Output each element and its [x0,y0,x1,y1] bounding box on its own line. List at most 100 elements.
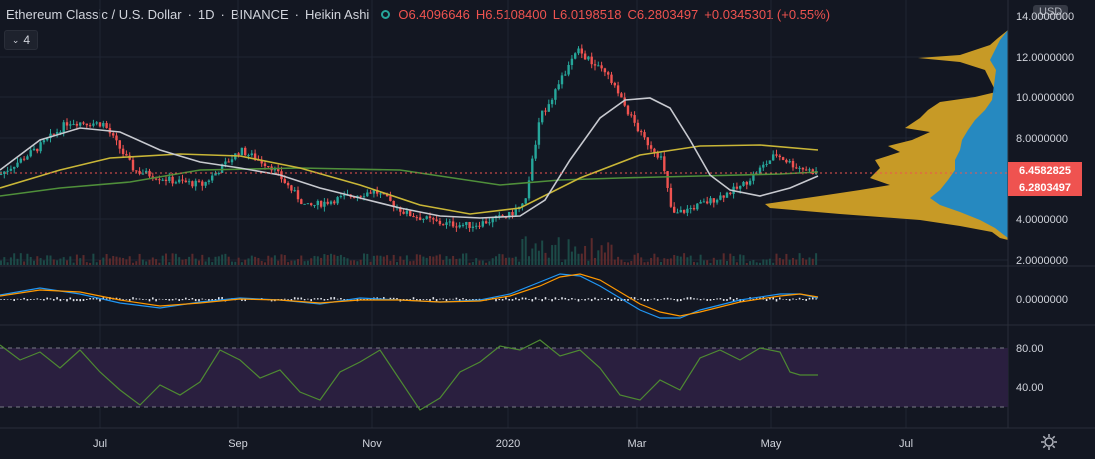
candle-body [729,192,732,194]
candle-body [488,222,491,224]
candle-body [778,155,781,158]
volume-bar [89,262,92,265]
candle-body [567,64,570,75]
macd-histogram-bar [10,299,12,300]
rsi-axis: 80.00 40.00 [1016,343,1044,394]
interval-label[interactable]: 1D [197,6,215,22]
macd-histogram-bar [716,298,718,300]
macd-histogram-bar [181,299,184,301]
volume-bar [16,258,19,265]
currency-badge[interactable]: USD [1033,5,1069,19]
candle-body [237,153,240,155]
macd-histogram-bar [693,298,695,300]
volume-bar [372,255,375,265]
volume-bar [673,254,676,265]
macd-histogram-bar [0,299,2,300]
candle-body [491,218,494,223]
macd-histogram-bar [29,299,32,300]
candle-body [13,166,16,169]
macd-histogram-bar [495,299,497,302]
volume-bar [102,257,105,265]
volume-bar [541,240,544,265]
macd-histogram-bar [128,299,131,301]
candle-body [597,65,600,67]
macd-histogram-bar [788,299,791,301]
candle-body [762,164,765,168]
macd-histogram-bar [135,298,138,300]
volume-bar [300,255,303,265]
indicator-count: 4 [23,33,31,47]
macd-histogram-bar [422,299,425,300]
volume-bar [148,259,151,265]
volume-bar [217,256,220,265]
candle-body [141,173,145,175]
candle-body [722,195,725,198]
volume-bar [772,262,775,265]
candle-body [72,123,75,125]
volume-bar [52,259,55,265]
chart-style-label[interactable]: Heikin Ashi [305,6,370,22]
macd-histogram-bar [300,297,303,300]
candle-body [498,215,501,217]
candle-body [795,167,798,169]
time-axis[interactable]: Jul Sep Nov 2020 Mar May Jul [93,438,913,450]
volume-bar [801,258,804,265]
macd-histogram-bar [132,297,134,300]
macd-histogram-bar [429,299,431,302]
volume-bar [478,260,481,265]
candle-body [409,210,412,217]
candle-body [745,181,748,185]
macd-histogram-bar [531,299,534,302]
macd-histogram-bar [680,299,682,302]
volume-bar [122,257,125,265]
macd-histogram-bar [577,299,580,302]
candle-body [194,180,197,187]
candle-body [610,74,613,83]
candle-body [125,154,128,156]
indicators-toggle-button[interactable]: ⌄ 4 [4,30,38,50]
volume-bar [168,262,171,265]
volume-bar [0,260,2,265]
ma-green-line [0,167,819,197]
symbol-name[interactable]: Ethereum Classic / U.S. Dollar [6,6,182,22]
macd-histogram-bar [138,298,141,300]
macd-line [0,273,819,319]
gear-icon[interactable] [1040,433,1058,451]
volume-bar [290,260,293,265]
macd-histogram-bar [647,299,649,302]
macd-histogram-bar [158,298,161,300]
macd-histogram-bar [779,297,781,300]
volume-bar [570,251,573,265]
volume-bar [735,262,738,265]
candle-body [630,114,633,116]
candle-body [418,217,422,220]
candle-body [174,182,178,184]
macd-histogram-bar [656,299,659,301]
volume-bar [442,260,445,265]
macd-histogram-bar [703,298,705,300]
price-tag-current: 6.2803497 [1008,179,1082,196]
volume-bar [346,258,349,265]
volume-bar [79,258,82,265]
candle-body [85,123,88,126]
price-axis[interactable]: 14.0000000 12.0000000 10.0000000 8.0000000 4… [1016,11,1074,267]
volume-bar [557,237,560,265]
volume-bar [425,257,428,265]
candle-body [372,189,376,194]
candle-body [692,208,696,210]
macd-histogram-bar [515,297,517,300]
candle-body [772,154,775,161]
time-axis-label: 2020 [496,438,520,450]
candle-body [385,193,389,197]
candle-body [765,163,768,165]
candle-body [659,156,663,158]
volume-bar [732,256,735,265]
volume-bar [207,257,210,265]
volume-bar [551,245,554,265]
volume-bar [663,258,666,265]
volume-bar [564,259,567,265]
macd-histogram-bar [458,299,461,301]
candle-body [379,193,382,195]
time-axis-label: Sep [228,438,248,450]
